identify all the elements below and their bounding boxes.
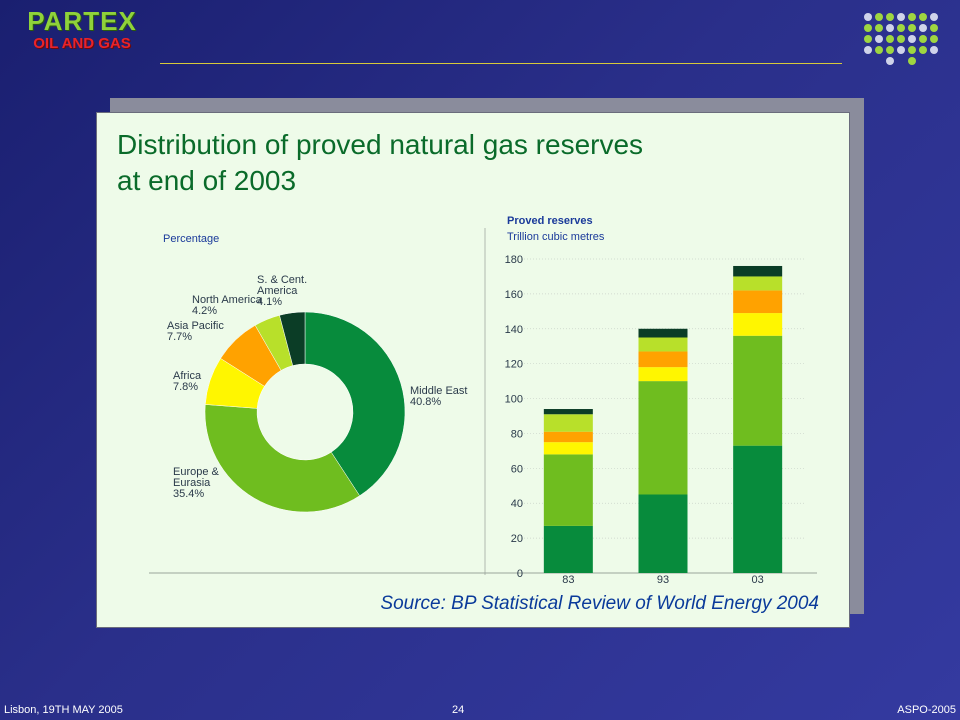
y-tick-label: 0 [517,568,523,580]
logo-dot [908,13,916,21]
logo-dot [908,35,916,43]
logo-dot [864,24,872,32]
logo-dot [875,13,883,21]
logo-dot [930,46,938,54]
pie-slice-label: Middle East 40.8% [410,385,467,408]
pie-slice [304,311,406,497]
bar-segment [638,337,688,352]
bar-segment [638,351,688,368]
logo-dot [864,13,872,21]
logo-dot [908,46,916,54]
y-tick-label: 80 [511,428,523,440]
y-tick-label: 100 [505,394,523,406]
pie-slice [204,404,360,513]
bar-segment [733,290,783,314]
y-tick-label: 140 [505,324,523,336]
bar-segment [638,367,688,382]
bar-segment [733,276,783,291]
logo-dot [886,46,894,54]
logo-dot [919,13,927,21]
bar-segment [733,265,783,277]
logo-dot [864,46,872,54]
logo-dot [875,35,883,43]
x-tick-label: 83 [562,574,574,586]
pie-slice-label: Africa 7.8% [173,370,202,393]
header-rule [160,63,842,64]
logo-dot [875,24,883,32]
logo-dot [919,35,927,43]
logo-dot [919,24,927,32]
logo-dot [897,24,905,32]
logo-dot [897,35,905,43]
logo-dot [897,13,905,21]
bar-segment [638,328,688,338]
logo-dot [886,35,894,43]
pie-subtitle: Percentage [163,233,219,245]
bar-segment [638,381,688,495]
footer-location-date: Lisbon, 19TH MAY 2005 [4,704,123,716]
slide-title: Distribution of proved natural gas reser… [117,127,817,199]
y-tick-label: 60 [511,463,523,475]
pie-slice-label: S. & Cent. America 4.1% [257,274,307,308]
bar-segment [543,414,593,432]
logo-dot [886,13,894,21]
bar-segment [733,335,783,446]
pie-slice-label: North America 4.2% [192,294,263,317]
y-tick-label: 120 [505,359,523,371]
bar-segment [733,313,783,336]
logo-dot [930,35,938,43]
bar-chart-title: Proved reserves [507,215,593,227]
slide-title-line2: at end of 2003 [117,165,297,196]
footer-event: ASPO-2005 [897,704,956,716]
logo-dot [908,57,916,65]
bar-segment [543,431,593,443]
bar-segment [543,409,593,415]
logo-dot [919,46,927,54]
footer-page-number: 24 [452,704,465,716]
logo-dot [930,24,938,32]
logo-dot [930,13,938,21]
x-tick-label: 03 [752,574,764,586]
pie-slice [279,311,306,366]
bar-segment [543,454,593,526]
brand-logo: PARTEX OIL AND GAS [12,6,152,52]
brand-subtitle: OIL AND GAS [33,35,131,52]
x-tick-label: 93 [657,574,669,586]
pie-slice-label: Asia Pacific 7.7% [167,320,224,343]
slide-title-line1: Distribution of proved natural gas reser… [117,129,644,160]
y-tick-label: 40 [511,498,523,510]
y-tick-label: 20 [511,533,523,545]
logo-dot [897,46,905,54]
bar-segment [733,445,783,573]
bar-segment [543,442,593,455]
dot-grid-icon [864,13,938,65]
bar-chart-ylabel: Trillion cubic metres [507,231,605,243]
logo-dot [886,24,894,32]
chart-panel: Percentage Middle East 40.8% Europe & Eurasi… [96,112,850,628]
bar-segment [543,525,593,573]
charts-canvas: Percentage Middle East 40.8% Europe & Eurasi… [149,215,817,586]
bar-segment [638,494,688,573]
y-tick-label: 160 [505,289,523,301]
pie-slice-label: Europe & Eurasia 35.4% [173,466,220,500]
logo-dot [864,35,872,43]
logo-dot [908,24,916,32]
brand-name: PARTEX [27,6,137,36]
logo-dot [886,57,894,65]
logo-dot [875,46,883,54]
source-note: Source: BP Statistical Review of World E… [380,593,819,614]
y-tick-label: 180 [505,254,523,266]
